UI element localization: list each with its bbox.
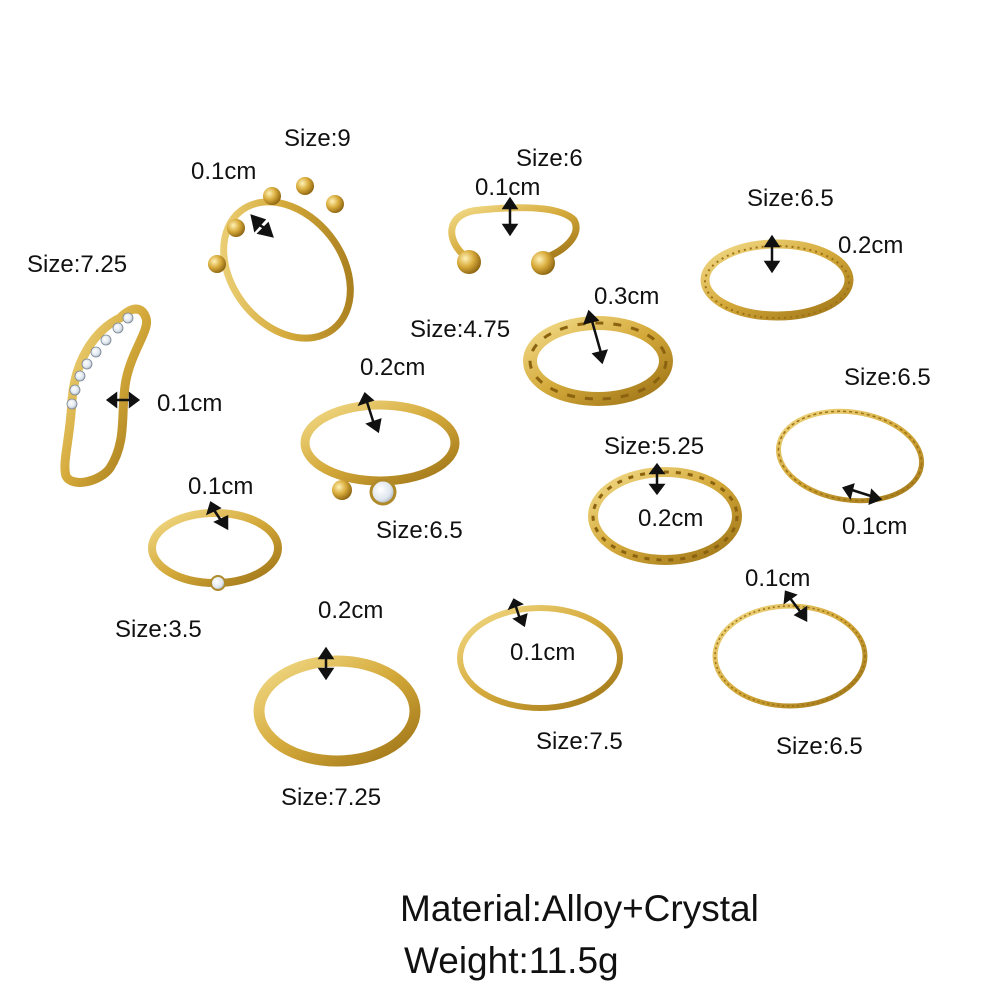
ring-wave [60,304,152,487]
ring-size-label: Size:6.5 [844,364,931,391]
ring-thickness-label: 0.2cm [638,505,704,532]
ring-size-label: Size:9 [284,125,351,152]
ring-twisted [588,467,742,565]
double-arrow-icon [763,234,781,274]
material-label: Material:Alloy+Crystal [400,888,759,929]
double-arrow-icon [783,590,808,623]
ring-hammered-band [253,655,421,767]
gold-ring-icon [300,400,460,486]
ring-thickness-label: 0.1cm [475,174,541,201]
gold-ring-icon [448,204,580,262]
ring-textured-band [700,239,854,321]
double-arrow-icon [317,646,335,681]
ring-thin-hammered [775,408,925,504]
ring-open-ball [448,204,580,275]
ring-thickness-label: 0.1cm [157,390,223,417]
gold-ring-icon [457,605,623,711]
ring-plain-thin [457,605,623,711]
ball-bead-icon [332,480,352,500]
double-arrow-icon [583,309,608,365]
crystal-stone-icon [369,478,397,506]
ring-crystal-solitaire [148,509,282,591]
ring-thickness-label: 0.1cm [191,158,257,185]
ring-size-label: Size:6.5 [376,517,463,544]
double-arrow-icon [842,483,883,505]
gold-ring-icon [148,509,282,587]
ring-size-label: Size:7.25 [27,251,128,278]
weight-label: Weight:11.5g [404,940,619,981]
ring-size-label: Size:4.75 [410,316,511,343]
gold-ring-icon [700,239,854,321]
ring-dotted-thin [712,603,868,709]
ring-thickness-label: 0.2cm [838,232,904,259]
ring-size-label: Size:6.5 [776,733,863,760]
ring-size-label: Size:3.5 [115,616,202,643]
ring-size-label: Size:7.25 [281,784,382,811]
ring-ball-crystal [300,400,460,506]
double-arrow-icon [206,501,229,531]
ring-thickness-label: 0.3cm [594,283,660,310]
crystal-stone-icon [210,575,226,591]
gold-ring-icon [253,655,421,767]
double-arrow-icon [105,391,141,409]
ring-thickness-label: 0.1cm [745,565,811,592]
ring-chain-link [523,316,673,406]
double-arrow-icon [507,598,528,628]
double-arrow-icon [648,462,666,496]
ring-size-label: Size:5.25 [604,433,705,460]
ring-ball-crown [208,177,354,342]
ring-size-label: Size:6 [516,145,583,172]
ring-size-label: Size:7.5 [536,728,623,755]
ring-thickness-label: 0.1cm [510,639,576,666]
double-arrow-icon [501,196,519,237]
double-arrow-icon [250,214,274,238]
double-arrow-icon [357,392,382,434]
ball-bead-icon [208,177,344,273]
ball-bead-icon [531,251,555,275]
ring-thickness-label: 0.2cm [318,597,384,624]
ring-size-label: Size:6.5 [747,185,834,212]
ring-thickness-label: 0.1cm [188,473,254,500]
gold-ring-icon [220,198,354,342]
crystal-stone-icon [66,312,134,410]
ball-bead-icon [457,250,481,274]
ring-thickness-label: 0.2cm [360,354,426,381]
ring-thickness-label: 0.1cm [842,513,908,540]
